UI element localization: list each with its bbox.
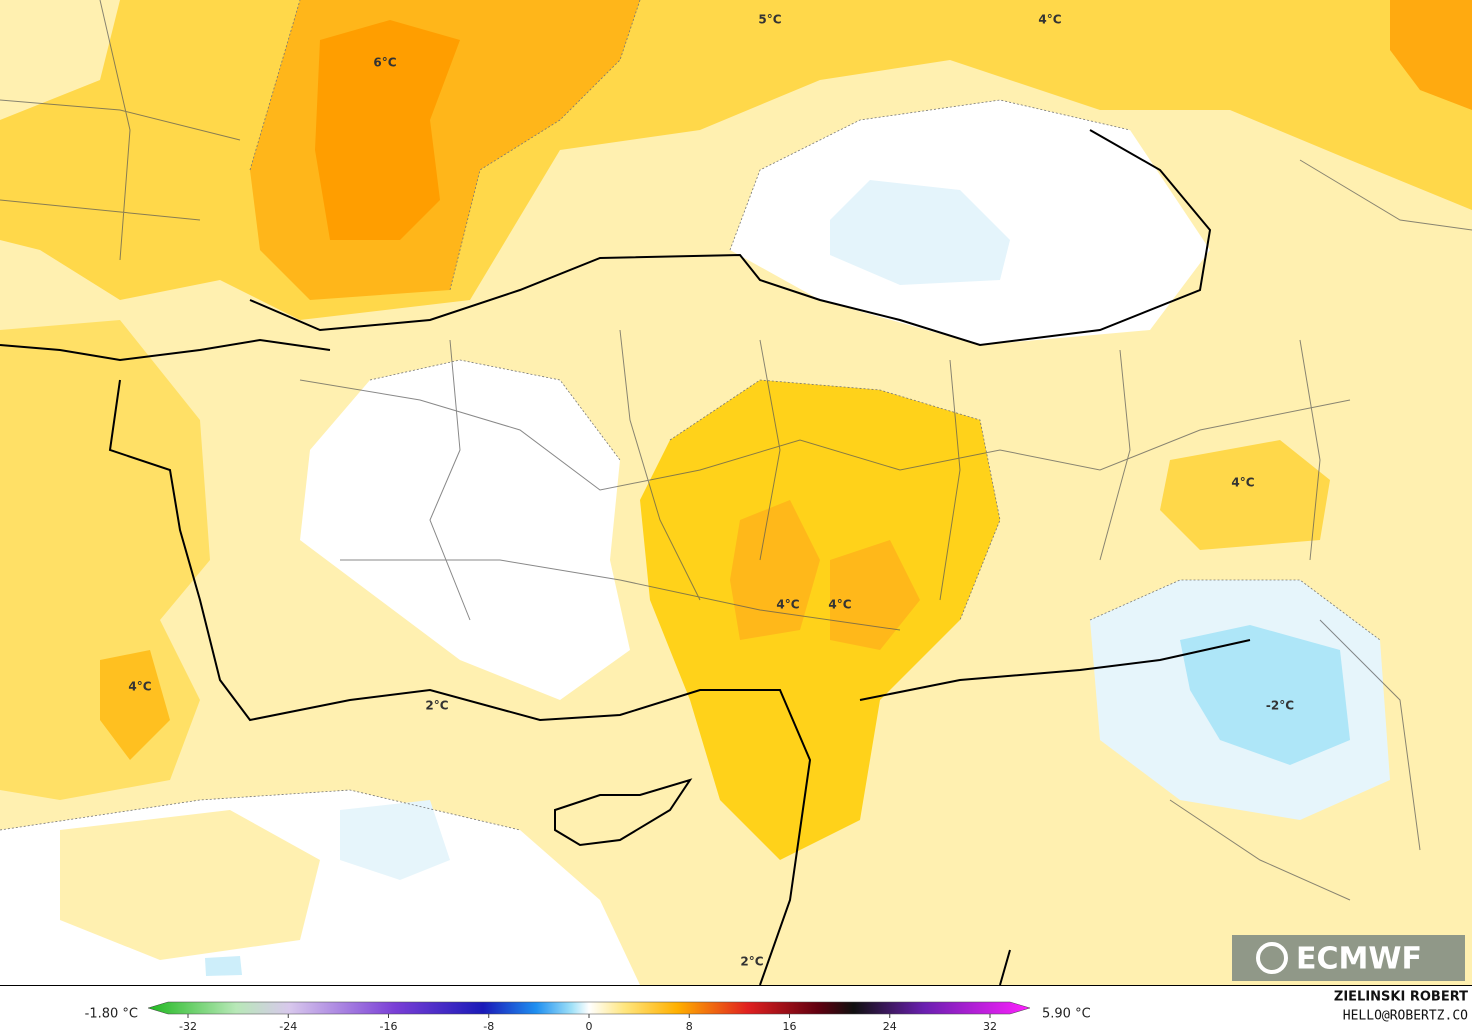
map: 6°C 5°C 4°C 4°C 4°C 4°C 4°C 2°C 2°C -2°C…	[0, 0, 1472, 986]
hot-area	[830, 540, 920, 650]
colorbar-tick-label: 32	[983, 1020, 997, 1033]
colorbar: -1.80 °C 5.90 °C -32 -24 -16 -8 0 8 16 24 32	[85, 1001, 1091, 1033]
max-label: 5.90 °C	[1042, 1007, 1091, 1022]
contour-label: 4°C	[1231, 476, 1254, 490]
province-lines	[0, 0, 1472, 901]
coastline	[249, 129, 1212, 347]
contour-label: 5°C	[758, 13, 781, 27]
colorbar-gradient	[147, 1001, 1031, 1015]
colorbar-tick-label: -32	[179, 1020, 197, 1033]
cold-area	[1180, 625, 1350, 765]
min-label: -1.80 °C	[85, 1007, 138, 1022]
border	[859, 639, 1251, 986]
contour-label: 6°C	[373, 56, 396, 70]
contour-label: 4°C	[828, 598, 851, 612]
colorbar-tick-label: -8	[483, 1020, 494, 1033]
contour-label: -2°C	[1266, 699, 1294, 713]
logo-text: ECMWF	[1296, 942, 1422, 977]
colorbar-tick-label: 8	[686, 1020, 693, 1033]
contact: HELLO@ROBERTZ.CO	[1343, 1009, 1468, 1024]
cold-area	[830, 180, 1010, 285]
contour-lines	[0, 0, 1381, 831]
coastline	[0, 338, 812, 986]
logo: ECMWF	[1232, 935, 1465, 981]
contour-label: 4°C	[1038, 13, 1061, 27]
logo-icon	[1256, 942, 1288, 974]
colorbar-tick-label: -24	[279, 1020, 297, 1033]
island	[554, 778, 693, 847]
contour-label: 2°C	[740, 955, 763, 969]
cold-area	[205, 956, 242, 976]
contour-label: 4°C	[776, 598, 799, 612]
colorbar-tick-label: 16	[783, 1020, 797, 1033]
contour-label: 4°C	[128, 680, 151, 694]
colorbar-tick-label: 24	[883, 1020, 897, 1033]
hot-area	[730, 500, 820, 640]
colorbar-tick-label: 0	[586, 1020, 593, 1033]
cool-area	[300, 360, 630, 700]
warm-area	[1390, 0, 1472, 110]
cold-area	[340, 800, 450, 880]
warm-area	[640, 380, 1000, 860]
warm-area	[100, 650, 170, 760]
mild-area	[60, 810, 320, 960]
warm-area	[1160, 440, 1330, 550]
contour-label: 2°C	[425, 699, 448, 713]
colorbar-tick-label: -16	[380, 1020, 398, 1033]
author: ZIELINSKI ROBERT	[1334, 990, 1468, 1005]
hot-area	[315, 20, 460, 240]
